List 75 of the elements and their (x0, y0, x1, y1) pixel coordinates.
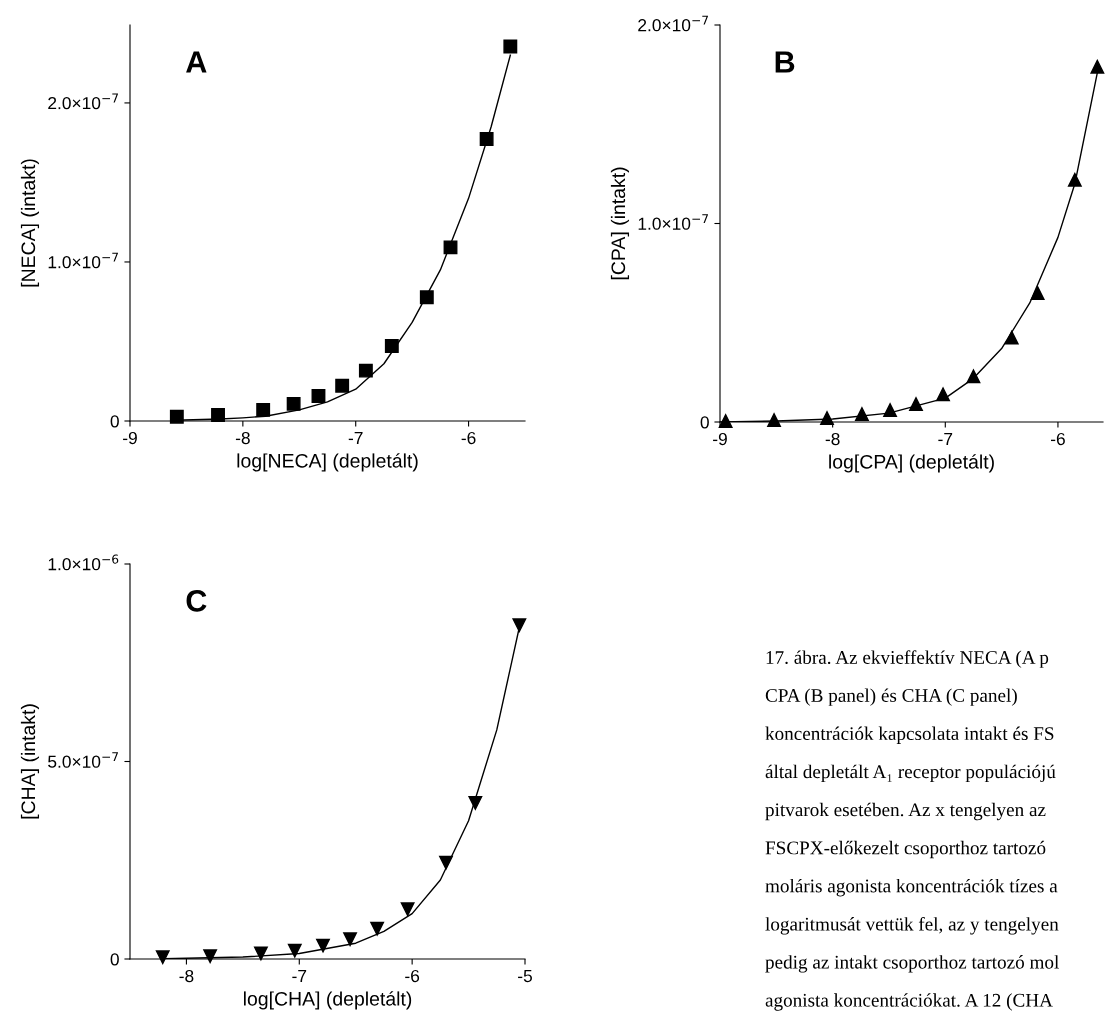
point (936, 387, 950, 402)
point (400, 902, 415, 917)
point (479, 132, 494, 146)
x-tick-label: -8 (179, 969, 194, 983)
point (909, 397, 923, 412)
text: pedig az intakt csoporthoz tartozó mol (765, 955, 1059, 973)
y-tick-label: 0 (110, 415, 119, 428)
text: agonista koncentrációkat. A 12 (CHA (765, 993, 1053, 1011)
y-axis-title: [CPA] (intakt) (610, 167, 630, 280)
point (419, 290, 434, 305)
text: A (186, 51, 207, 73)
y-tick-label: 1.0×10$^{−6}$ (48, 554, 119, 571)
point (468, 796, 483, 810)
point (335, 378, 350, 393)
point (1067, 172, 1082, 187)
point (443, 240, 458, 255)
point (211, 408, 225, 422)
x-tick-label: -6 (461, 431, 476, 445)
x-tick-label: -9 (713, 432, 727, 446)
x-tick-label: -8 (825, 432, 840, 446)
text: moláris agonista koncentrációk tízes a (765, 878, 1058, 897)
y-axis-title: [NECA] (intakt) (20, 159, 40, 287)
point (256, 402, 271, 417)
text: CPA (B panel) és CHA (C panel) (765, 688, 1017, 706)
point (1030, 286, 1045, 300)
y-tick-label: 0 (110, 953, 119, 966)
text: által depletált A₁ receptor populációjú (765, 764, 1056, 783)
point (1004, 330, 1019, 345)
point (286, 396, 301, 411)
point (1090, 59, 1105, 74)
point (155, 950, 170, 965)
y-tick-label: 2.0×10$^{−7}$ (638, 15, 708, 32)
text: koncentrációk kapcsolata intakt és FS (765, 726, 1054, 744)
x-tick-label: -7 (292, 970, 307, 982)
text: 17. ábra. Az ekvieffektív NECA (A p (766, 650, 1049, 668)
text: C (186, 590, 207, 612)
point (439, 855, 453, 870)
x-axis-title: log[CHA] (depletált) (243, 991, 412, 1010)
point (883, 403, 898, 418)
y-tick-label: 1.0×10$^{−7}$ (48, 252, 118, 269)
point (287, 943, 302, 958)
point (370, 921, 385, 936)
x-tick-label: -7 (938, 433, 953, 445)
point (311, 389, 326, 403)
x-axis-title: log[CPA] (depletált) (829, 454, 994, 473)
x-tick-label: -9 (123, 431, 137, 445)
point (718, 414, 733, 428)
point (384, 338, 399, 353)
point (503, 39, 518, 54)
point (966, 369, 981, 384)
point (820, 411, 834, 425)
point (767, 413, 782, 427)
point (358, 363, 373, 378)
point (203, 949, 218, 964)
x-tick-label: -5 (518, 970, 532, 983)
y-tick-label: 0 (700, 416, 709, 429)
point (169, 409, 184, 424)
x-tick-label: -8 (235, 431, 250, 445)
y-axis-title: [CHA] (intakt) (20, 704, 40, 819)
y-tick-label: 5.0×10$^{−7}$ (48, 752, 118, 768)
y-tick-label: 2.0×10$^{−7}$ (48, 93, 118, 110)
point (343, 932, 358, 947)
x-axis-title: log[NECA] (depletált) (237, 453, 418, 472)
text: B (775, 51, 795, 73)
x-tick-label: -6 (405, 969, 420, 983)
point (253, 946, 268, 961)
x-tick-label: -6 (1050, 432, 1065, 446)
point (854, 407, 869, 422)
point (316, 938, 330, 953)
y-tick-label: 1.0×10$^{−7}$ (638, 214, 708, 230)
text: FSCPX-előkezelt csoporthoz tartozó (765, 840, 1046, 859)
text: logaritmusát vettük fel, az y tengelyen (765, 916, 1059, 935)
x-tick-label: -7 (348, 432, 363, 444)
text: pitvarok esetében. Az x tengelyen az (765, 802, 1046, 821)
point (512, 618, 527, 633)
